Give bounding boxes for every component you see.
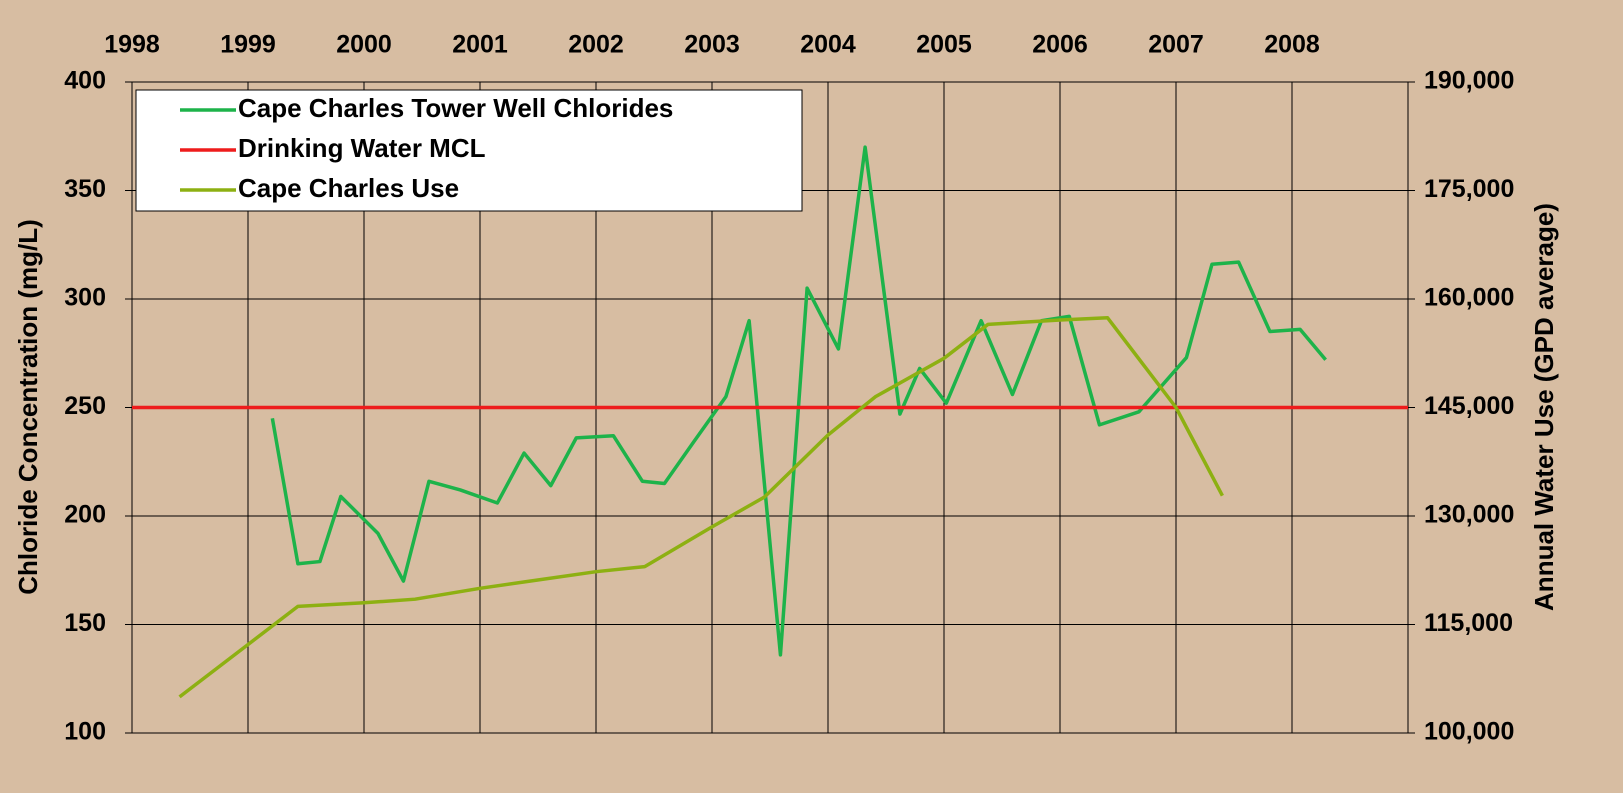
y2-tick-label: 160,000 <box>1424 284 1514 312</box>
y2-tick-label: 175,000 <box>1424 175 1514 203</box>
y2-tick-label: 100,000 <box>1424 718 1514 746</box>
legend-label: Drinking Water MCL <box>238 133 486 163</box>
x-tick-label: 2006 <box>1032 31 1088 59</box>
series-lines <box>132 145 1408 699</box>
y-tick-label: 100 <box>64 718 106 746</box>
legend-label: Cape Charles Tower Well Chlorides <box>238 93 673 123</box>
x-tick-label: 2007 <box>1148 31 1204 59</box>
y-tick-label: 250 <box>64 392 106 420</box>
y2-tick-label: 130,000 <box>1424 501 1514 529</box>
legend-label: Cape Charles Use <box>238 173 459 203</box>
x-tick-label: 2008 <box>1264 31 1320 59</box>
x-tick-label: 2004 <box>800 31 856 59</box>
y-tick-label: 300 <box>64 284 106 312</box>
y-tick-label: 150 <box>64 609 106 637</box>
x-tick-label: 2002 <box>568 31 624 59</box>
x-tick-label: 2005 <box>916 31 972 59</box>
y2-tick-label: 115,000 <box>1424 609 1513 637</box>
x-tick-label: 1998 <box>104 31 160 59</box>
x-tick-label: 2003 <box>684 31 740 59</box>
x-tick-label: 1999 <box>220 31 276 59</box>
x-tick-label: 2000 <box>336 31 392 59</box>
y2-tick-label: 190,000 <box>1424 67 1514 95</box>
legend-box <box>135 89 803 212</box>
y-tick-label: 350 <box>64 175 106 203</box>
y-tick-label: 400 <box>64 67 106 95</box>
y-tick-label: 200 <box>64 501 106 529</box>
y-axis-title: Chloride Concentration (mg/L) <box>13 219 43 595</box>
y2-tick-label: 145,000 <box>1424 392 1514 420</box>
series-line <box>178 316 1224 699</box>
y2-axis-title: Annual Water Use (GPD average) <box>1529 203 1559 611</box>
legend: Cape Charles Tower Well Chlorides Drinkin… <box>135 89 803 212</box>
x-tick-label: 2001 <box>452 31 508 59</box>
series-line <box>270 145 1327 657</box>
